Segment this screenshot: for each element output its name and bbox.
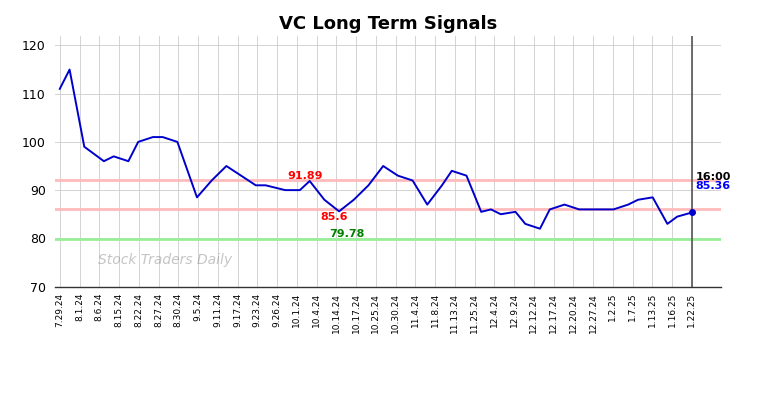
Text: 79.78: 79.78 — [329, 230, 365, 240]
Text: Stock Traders Daily: Stock Traders Daily — [98, 252, 232, 267]
Text: 91.89: 91.89 — [287, 171, 322, 181]
Text: 85.36: 85.36 — [696, 181, 731, 191]
Text: 16:00: 16:00 — [696, 172, 731, 181]
Text: 85.6: 85.6 — [321, 212, 348, 222]
Title: VC Long Term Signals: VC Long Term Signals — [279, 15, 497, 33]
